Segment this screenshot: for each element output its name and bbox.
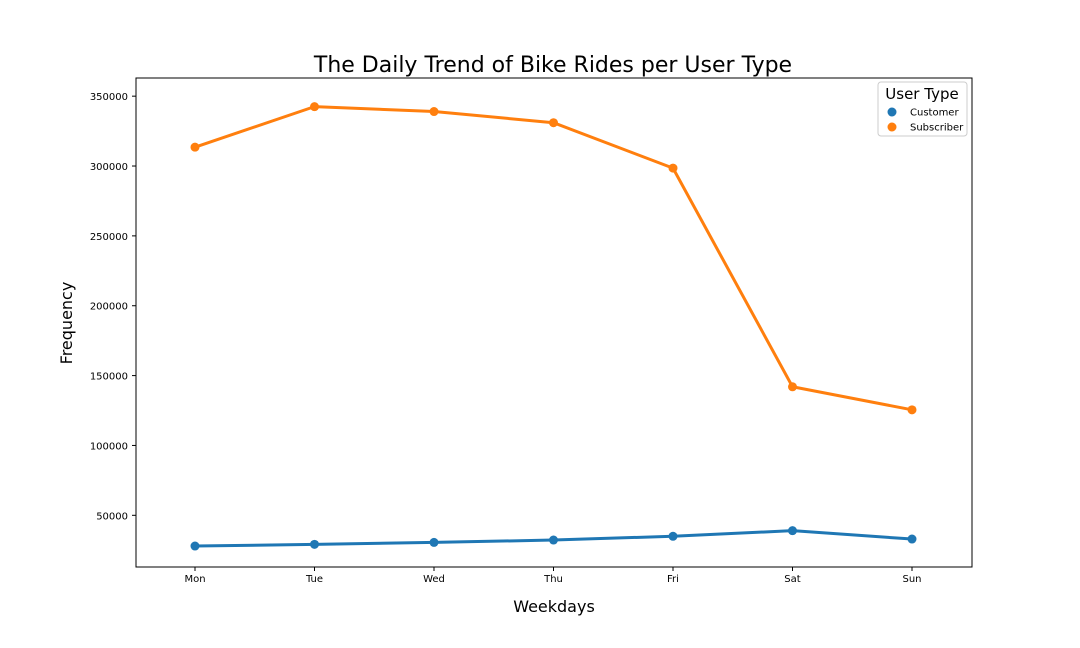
data-point-customer	[310, 539, 319, 549]
legend-title: User Type	[885, 85, 958, 103]
y-tick-label: 100000	[90, 441, 128, 452]
series-line-subscriber	[193, 105, 914, 412]
x-tick-label: Sun	[902, 574, 921, 585]
x-axis-label: Weekdays	[513, 597, 595, 616]
y-tick-label: 150000	[90, 372, 128, 383]
y-axis: 50000 100000 150000 200000 250000 300000 35000…	[90, 92, 136, 522]
y-tick-label: 200000	[90, 302, 128, 313]
data-point-subscriber	[310, 102, 319, 112]
x-tick-label: Mon	[184, 574, 205, 585]
data-point-customer	[907, 534, 917, 544]
plot-frame	[135, 77, 973, 568]
legend-label-customer: Customer	[910, 108, 959, 119]
data-point-customer	[668, 531, 678, 541]
x-tick-label: Wed	[423, 574, 445, 585]
data-point-subscriber	[788, 382, 797, 392]
y-tick-label: 300000	[90, 162, 128, 173]
data-point-subscriber	[907, 405, 917, 415]
y-axis-label: Frequency	[57, 282, 76, 365]
x-tick-label: Tue	[305, 574, 323, 585]
data-point-customer	[190, 541, 200, 551]
data-point-customer	[549, 535, 558, 545]
y-tick-label: 250000	[90, 232, 128, 243]
chart-title: The Daily Trend of Bike Rides per User T…	[313, 53, 792, 78]
legend-marker-subscriber	[887, 122, 897, 132]
legend: User Type Customer Subscriber	[877, 81, 968, 137]
y-tick-label: 350000	[90, 92, 128, 103]
x-tick-label: Fri	[667, 574, 679, 585]
x-axis: Mon Tue Wed Thu Fri Sat Sun	[184, 567, 922, 585]
data-point-customer	[429, 537, 439, 547]
x-tick-label: Thu	[543, 574, 563, 585]
plot-area	[190, 102, 917, 551]
data-point-subscriber	[549, 118, 558, 128]
legend-box	[877, 81, 968, 137]
data-point-subscriber	[429, 107, 439, 117]
y-tick-label: 50000	[96, 511, 128, 522]
x-tick-label: Sat	[784, 574, 800, 585]
data-point-customer	[788, 526, 797, 536]
legend-marker-customer	[887, 107, 897, 117]
data-point-subscriber	[190, 142, 200, 152]
legend-label-subscriber: Subscriber	[910, 123, 964, 134]
data-point-subscriber	[668, 163, 678, 173]
